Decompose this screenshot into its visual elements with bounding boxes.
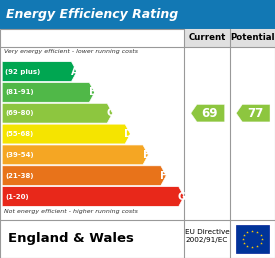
Polygon shape [2,124,131,144]
Text: (21-38): (21-38) [5,173,34,179]
Text: (69-80): (69-80) [5,110,34,116]
Text: A: A [71,67,79,77]
Polygon shape [2,83,95,102]
Text: England & Wales: England & Wales [8,232,134,245]
Text: B: B [89,87,97,97]
Text: E: E [143,150,150,160]
Polygon shape [2,187,184,206]
Text: G: G [178,191,186,201]
Bar [184,29,230,47]
Text: (55-68): (55-68) [5,131,33,137]
Bar [230,29,275,47]
Polygon shape [2,103,113,123]
Bar [0,29,275,258]
Text: (1-20): (1-20) [5,194,29,199]
Text: F: F [161,171,167,181]
Text: (92 plus): (92 plus) [5,69,40,75]
Text: (39-54): (39-54) [5,152,34,158]
Text: (81-91): (81-91) [5,89,34,95]
Polygon shape [191,104,225,122]
Text: Very energy efficient - lower running costs: Very energy efficient - lower running co… [4,49,138,54]
Text: Energy Efficiency Rating: Energy Efficiency Rating [6,8,178,21]
Text: D: D [124,129,133,139]
Polygon shape [236,104,270,122]
Text: 69: 69 [201,107,218,120]
Text: Current: Current [188,34,226,42]
Polygon shape [2,62,77,82]
Bar [236,225,269,253]
Polygon shape [2,166,166,186]
Text: EU Directive
2002/91/EC: EU Directive 2002/91/EC [185,229,229,243]
Text: Not energy efficient - higher running costs: Not energy efficient - higher running co… [4,209,138,214]
Text: C: C [107,108,114,118]
Text: 77: 77 [247,107,263,120]
Polygon shape [2,145,148,165]
Bar [0,0,275,29]
Text: Potential: Potential [230,34,274,42]
